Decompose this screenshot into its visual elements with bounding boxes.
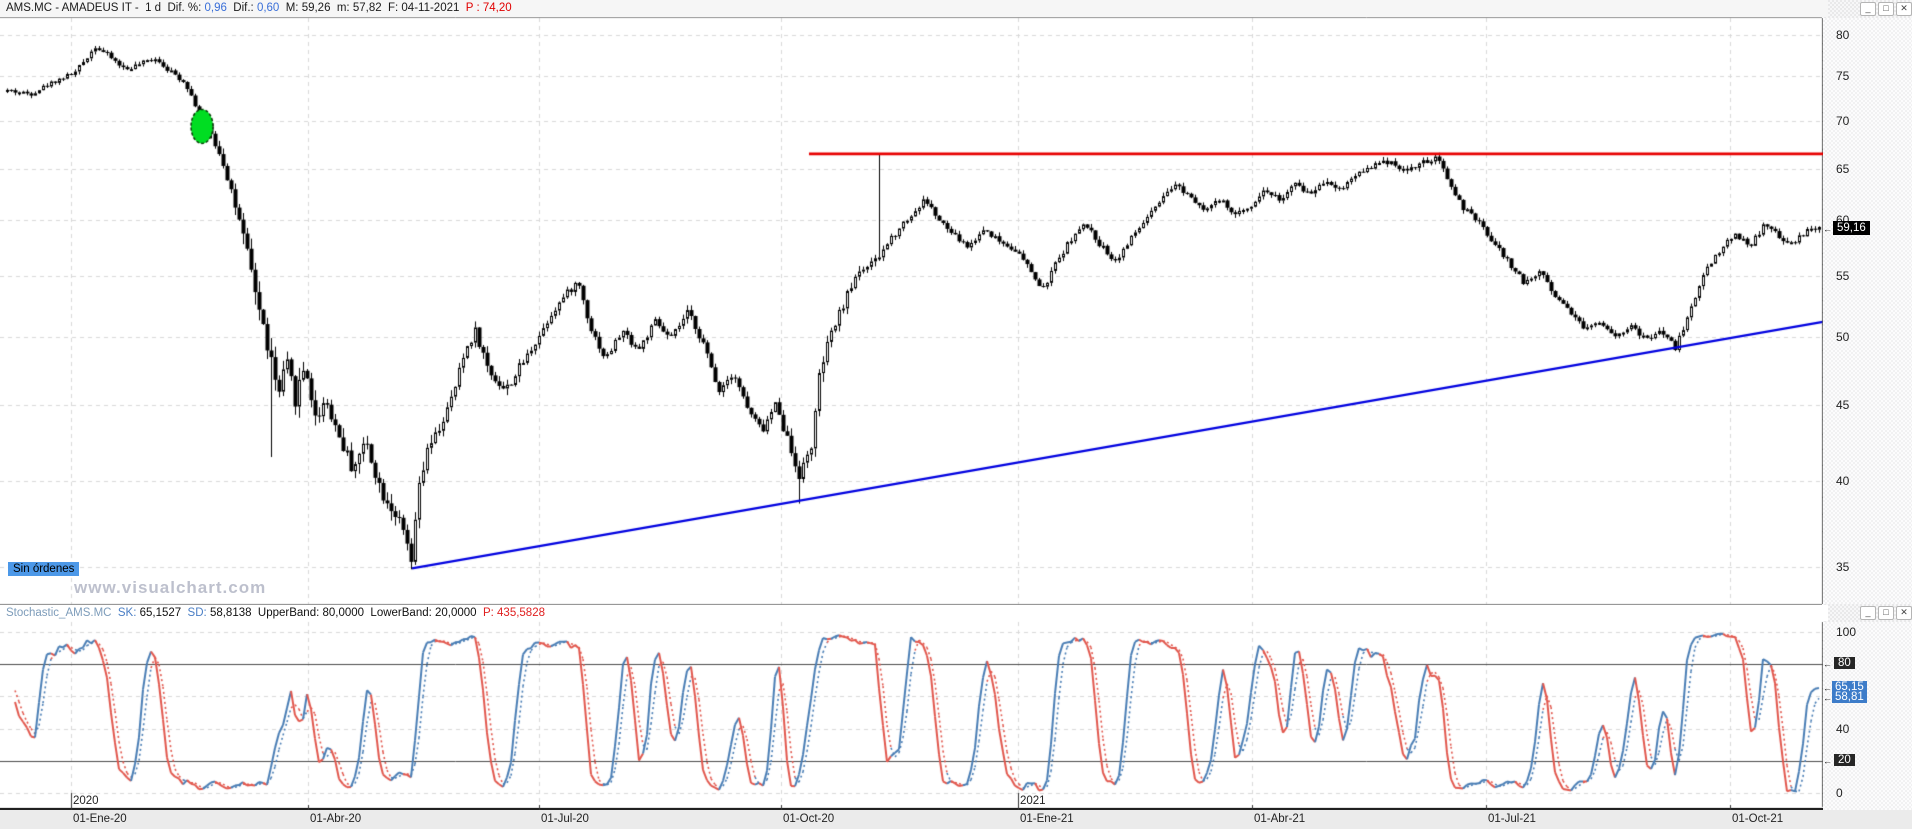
year-label: 2021 — [1020, 795, 1049, 807]
stoch-band-arrow-icon: ← — [1823, 659, 1832, 670]
price-arrow-icon: ← — [1823, 224, 1832, 235]
minimize-icon[interactable]: _ — [1860, 606, 1876, 620]
price-axis-label: 80 — [1836, 28, 1850, 42]
text-segment: Dif.: — [226, 2, 257, 14]
text-segment: SK: — [114, 607, 140, 619]
text-segment: 0,96 — [204, 2, 227, 14]
price-axis-label: 40 — [1836, 473, 1850, 488]
stoch-window-controls: _ □ ✕ — [1860, 606, 1912, 620]
no-orders-status[interactable]: Sin órdenes — [8, 562, 80, 576]
stoch-band-box: 80 — [1834, 657, 1855, 670]
text-segment: P: 435,5828 — [482, 607, 545, 619]
price-window-controls: _ □ ✕ — [1860, 2, 1912, 16]
date-label: 01-Ene-21 — [1020, 813, 1074, 825]
text-segment: AMS.MC - AMADEUS IT - 1 d Dif. %: — [6, 2, 205, 14]
text-segment: 0,60 — [256, 2, 280, 14]
maximize-icon[interactable]: □ — [1878, 606, 1894, 620]
price-axis-label: 35 — [1836, 559, 1850, 574]
text-segment: M: 59,26 m: 57,82 F: 04-11-2021 — [279, 2, 466, 14]
date-label: 01-Abr-21 — [1254, 813, 1306, 825]
date-label: 01-Oct-21 — [1732, 813, 1784, 825]
last-price-box: 59,16 — [1833, 221, 1870, 236]
close-icon[interactable]: ✕ — [1896, 2, 1912, 16]
date-label: 01-Oct-20 — [783, 813, 835, 825]
price-axis-label: 45 — [1836, 397, 1850, 412]
date-label: 01-Abr-20 — [310, 813, 362, 825]
stoch-axis-label: 100 — [1836, 625, 1857, 639]
date-axis[interactable] — [0, 810, 1912, 829]
stoch-value-arrow-icon: ← — [1823, 683, 1832, 694]
price-axis-label: 55 — [1836, 268, 1850, 283]
text-segment: UpperBand: 80,0000 LowerBand: 20,0000 — [251, 607, 483, 619]
price-axis-label: 50 — [1836, 330, 1850, 345]
stoch-indicator-header[interactable]: Stochastic_AMS.MC SK: 65,1527 SD: 58,813… — [0, 605, 1828, 621]
stoch-value-box: 58,81 — [1832, 691, 1867, 704]
stoch-axis-label: 40 — [1836, 721, 1850, 736]
stoch-axis-label: 0 — [1836, 786, 1843, 800]
stoch-axis[interactable] — [1823, 622, 1912, 810]
text-segment: Stochastic_AMS.MC — [6, 607, 115, 619]
date-label: 01-Jul-20 — [541, 813, 589, 825]
close-icon[interactable]: ✕ — [1896, 606, 1912, 620]
stoch-band-arrow-icon: ← — [1823, 755, 1832, 766]
stoch-value-arrow-icon: ← — [1823, 693, 1832, 704]
date-label: 01-Ene-20 — [73, 813, 127, 825]
price-axis[interactable] — [1823, 18, 1912, 604]
text-segment: P : 74,20 — [465, 2, 512, 14]
text-segment: 58,8138 — [209, 607, 252, 619]
chart-title-bar: AMS.MC - AMADEUS IT - 1 d Dif. %: 0,96 D… — [0, 0, 1828, 17]
year-label: 2020 — [73, 795, 102, 807]
stoch-band-box: 20 — [1834, 753, 1855, 766]
price-axis-label: 65 — [1836, 161, 1850, 176]
price-axis-label: 70 — [1836, 113, 1850, 128]
text-segment: SD: — [181, 607, 210, 619]
maximize-icon[interactable]: □ — [1878, 2, 1894, 16]
price-axis-label: 75 — [1836, 69, 1850, 84]
text-segment: 65,1527 — [139, 607, 182, 619]
date-label: 01-Jul-21 — [1488, 813, 1536, 825]
stoch-value-box: 65,15 — [1832, 681, 1867, 694]
visualchart-watermark: www.visualchart.com — [74, 578, 267, 597]
minimize-icon[interactable]: _ — [1860, 2, 1876, 16]
